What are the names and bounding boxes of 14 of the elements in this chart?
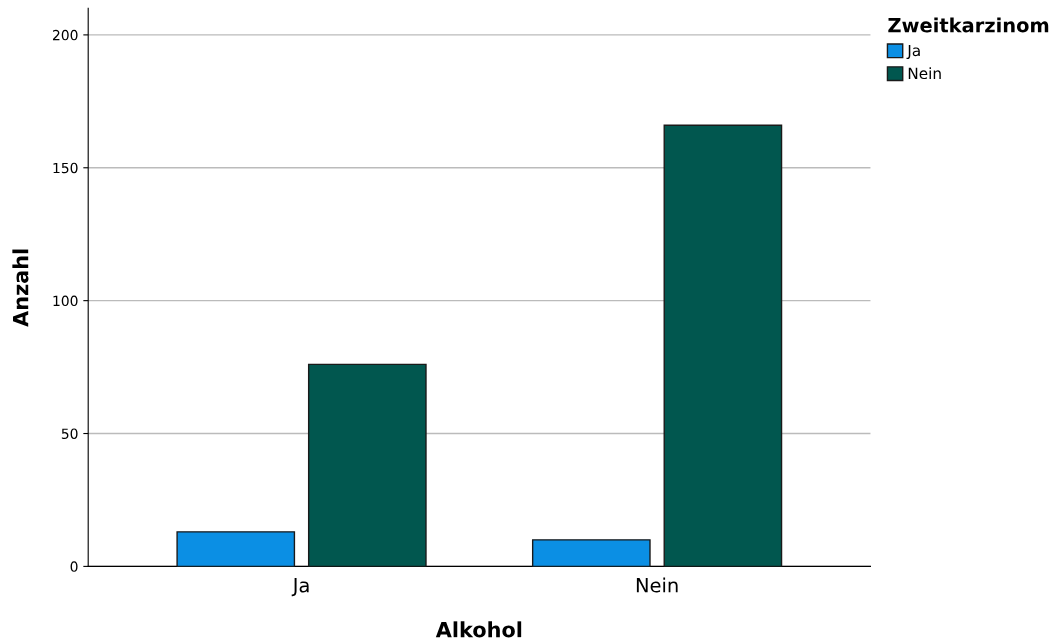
x-axis-title: Alkohol — [435, 621, 522, 638]
bar — [307, 363, 427, 567]
bar — [663, 124, 783, 567]
legend-label: Nein — [908, 67, 941, 80]
y-tick-label: 50 — [61, 428, 78, 439]
y-tick-label: 0 — [70, 561, 78, 572]
y-tick-label: 200 — [52, 29, 78, 41]
y-tick-label: 150 — [53, 162, 78, 174]
y-axis-title: Anzahl — [12, 249, 29, 327]
legend-label: Ja — [906, 44, 920, 60]
y-tick-label: 100 — [53, 295, 78, 307]
bar — [531, 539, 651, 567]
legend-title: Zweitkarzinom — [888, 17, 1049, 33]
bar — [176, 531, 296, 567]
